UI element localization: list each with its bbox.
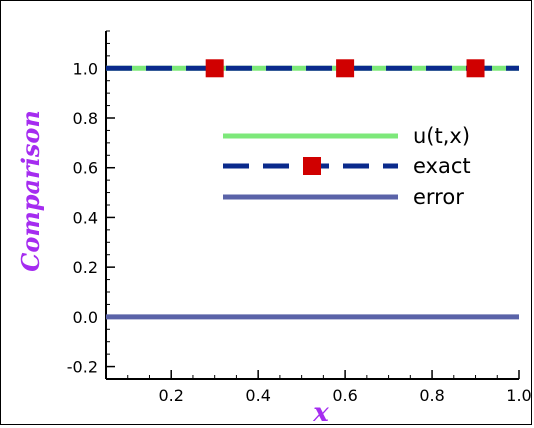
x-tick-label: 1.0 [506, 386, 531, 405]
y-tick-label: 0.0 [73, 308, 98, 327]
exact-marker [205, 59, 224, 78]
y-tick-label: -0.2 [67, 358, 98, 377]
y-tick-label: 0.8 [73, 109, 98, 128]
y-tick-label: 0.4 [73, 208, 98, 227]
y-tick-label: 0.6 [73, 159, 98, 178]
x-tick-label: 0.8 [419, 386, 444, 405]
legend-marker-exact [303, 157, 321, 175]
exact-marker [466, 59, 485, 78]
x-axis-title: x [312, 398, 329, 428]
x-tick-label: 0.4 [245, 386, 270, 405]
legend-label-error: error [413, 185, 464, 209]
plot-area: -0.2 0.0 0.2 0.4 0.6 0.8 1.0 0.2 0.4 0.6 0.8 1.0 u(t… [67, 30, 532, 405]
x-tick-label: 0.2 [158, 386, 183, 405]
exact-marker [336, 59, 355, 78]
x-tick-label: 0.6 [332, 386, 357, 405]
y-tick-label: 0.2 [73, 258, 98, 277]
legend-label-u: u(t,x) [413, 124, 470, 148]
legend-label-exact: exact [413, 154, 471, 178]
y-tick-label: 1.0 [73, 59, 98, 78]
y-axis-title: Comparison [16, 110, 45, 272]
